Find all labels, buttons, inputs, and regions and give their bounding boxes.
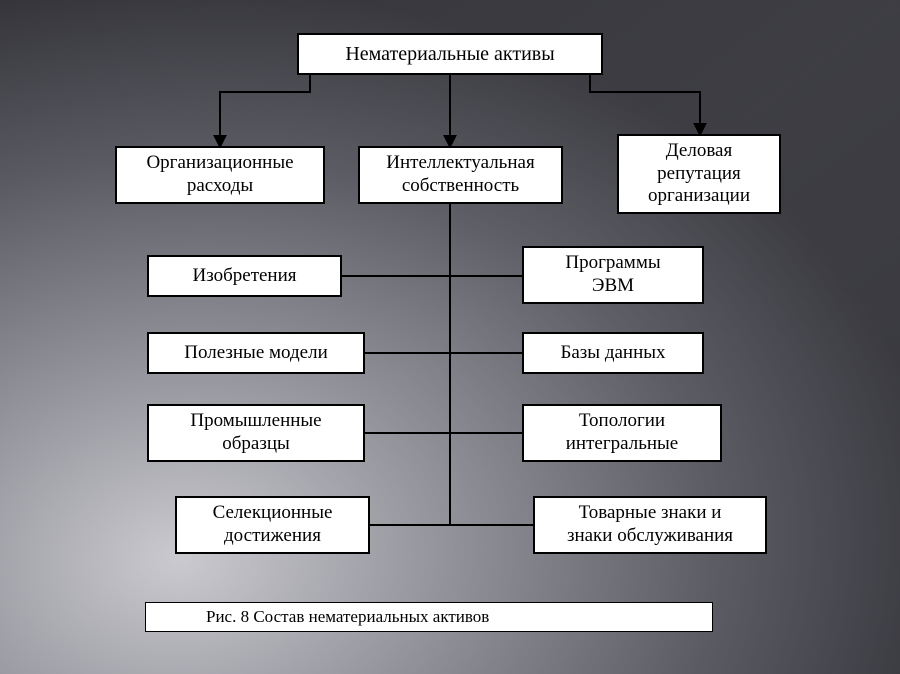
node-business-reputation-label: Деловаярепутацияорганизации (648, 140, 750, 208)
node-topologies-label: Топологииинтегральные (566, 410, 678, 456)
node-breeding-achievements-label: Селекционныедостижения (213, 502, 333, 548)
node-utility-models: Полезные модели (147, 332, 365, 374)
node-trademarks: Товарные знаки изнаки обслуживания (533, 496, 767, 554)
node-intellectual-property-label: Интеллектуальнаясобственность (386, 152, 534, 198)
node-topologies: Топологииинтегральные (522, 404, 722, 462)
node-industrial-samples-label: Промышленныеобразцы (190, 410, 321, 456)
node-inventions-label: Изобретения (192, 265, 296, 288)
node-business-reputation: Деловаярепутацияорганизации (617, 134, 781, 214)
node-inventions: Изобретения (147, 255, 342, 297)
node-root-label: Нематериальные активы (345, 42, 554, 66)
figure-caption-text: Рис. 8 Состав нематериальных активов (206, 607, 489, 627)
node-intellectual-property: Интеллектуальнаясобственность (358, 146, 563, 204)
figure-caption: Рис. 8 Состав нематериальных активов (145, 602, 713, 632)
node-industrial-samples: Промышленныеобразцы (147, 404, 365, 462)
node-databases: Базы данных (522, 332, 704, 374)
node-root: Нематериальные активы (297, 33, 603, 75)
node-programs: ПрограммыЭВМ (522, 246, 704, 304)
node-trademarks-label: Товарные знаки изнаки обслуживания (567, 502, 733, 548)
node-org-expenses-label: Организационныерасходы (146, 152, 293, 198)
node-breeding-achievements: Селекционныедостижения (175, 496, 370, 554)
node-programs-label: ПрограммыЭВМ (565, 252, 660, 298)
node-utility-models-label: Полезные модели (184, 342, 327, 365)
node-databases-label: Базы данных (560, 342, 665, 365)
diagram-edges (0, 0, 900, 674)
node-org-expenses: Организационныерасходы (115, 146, 325, 204)
